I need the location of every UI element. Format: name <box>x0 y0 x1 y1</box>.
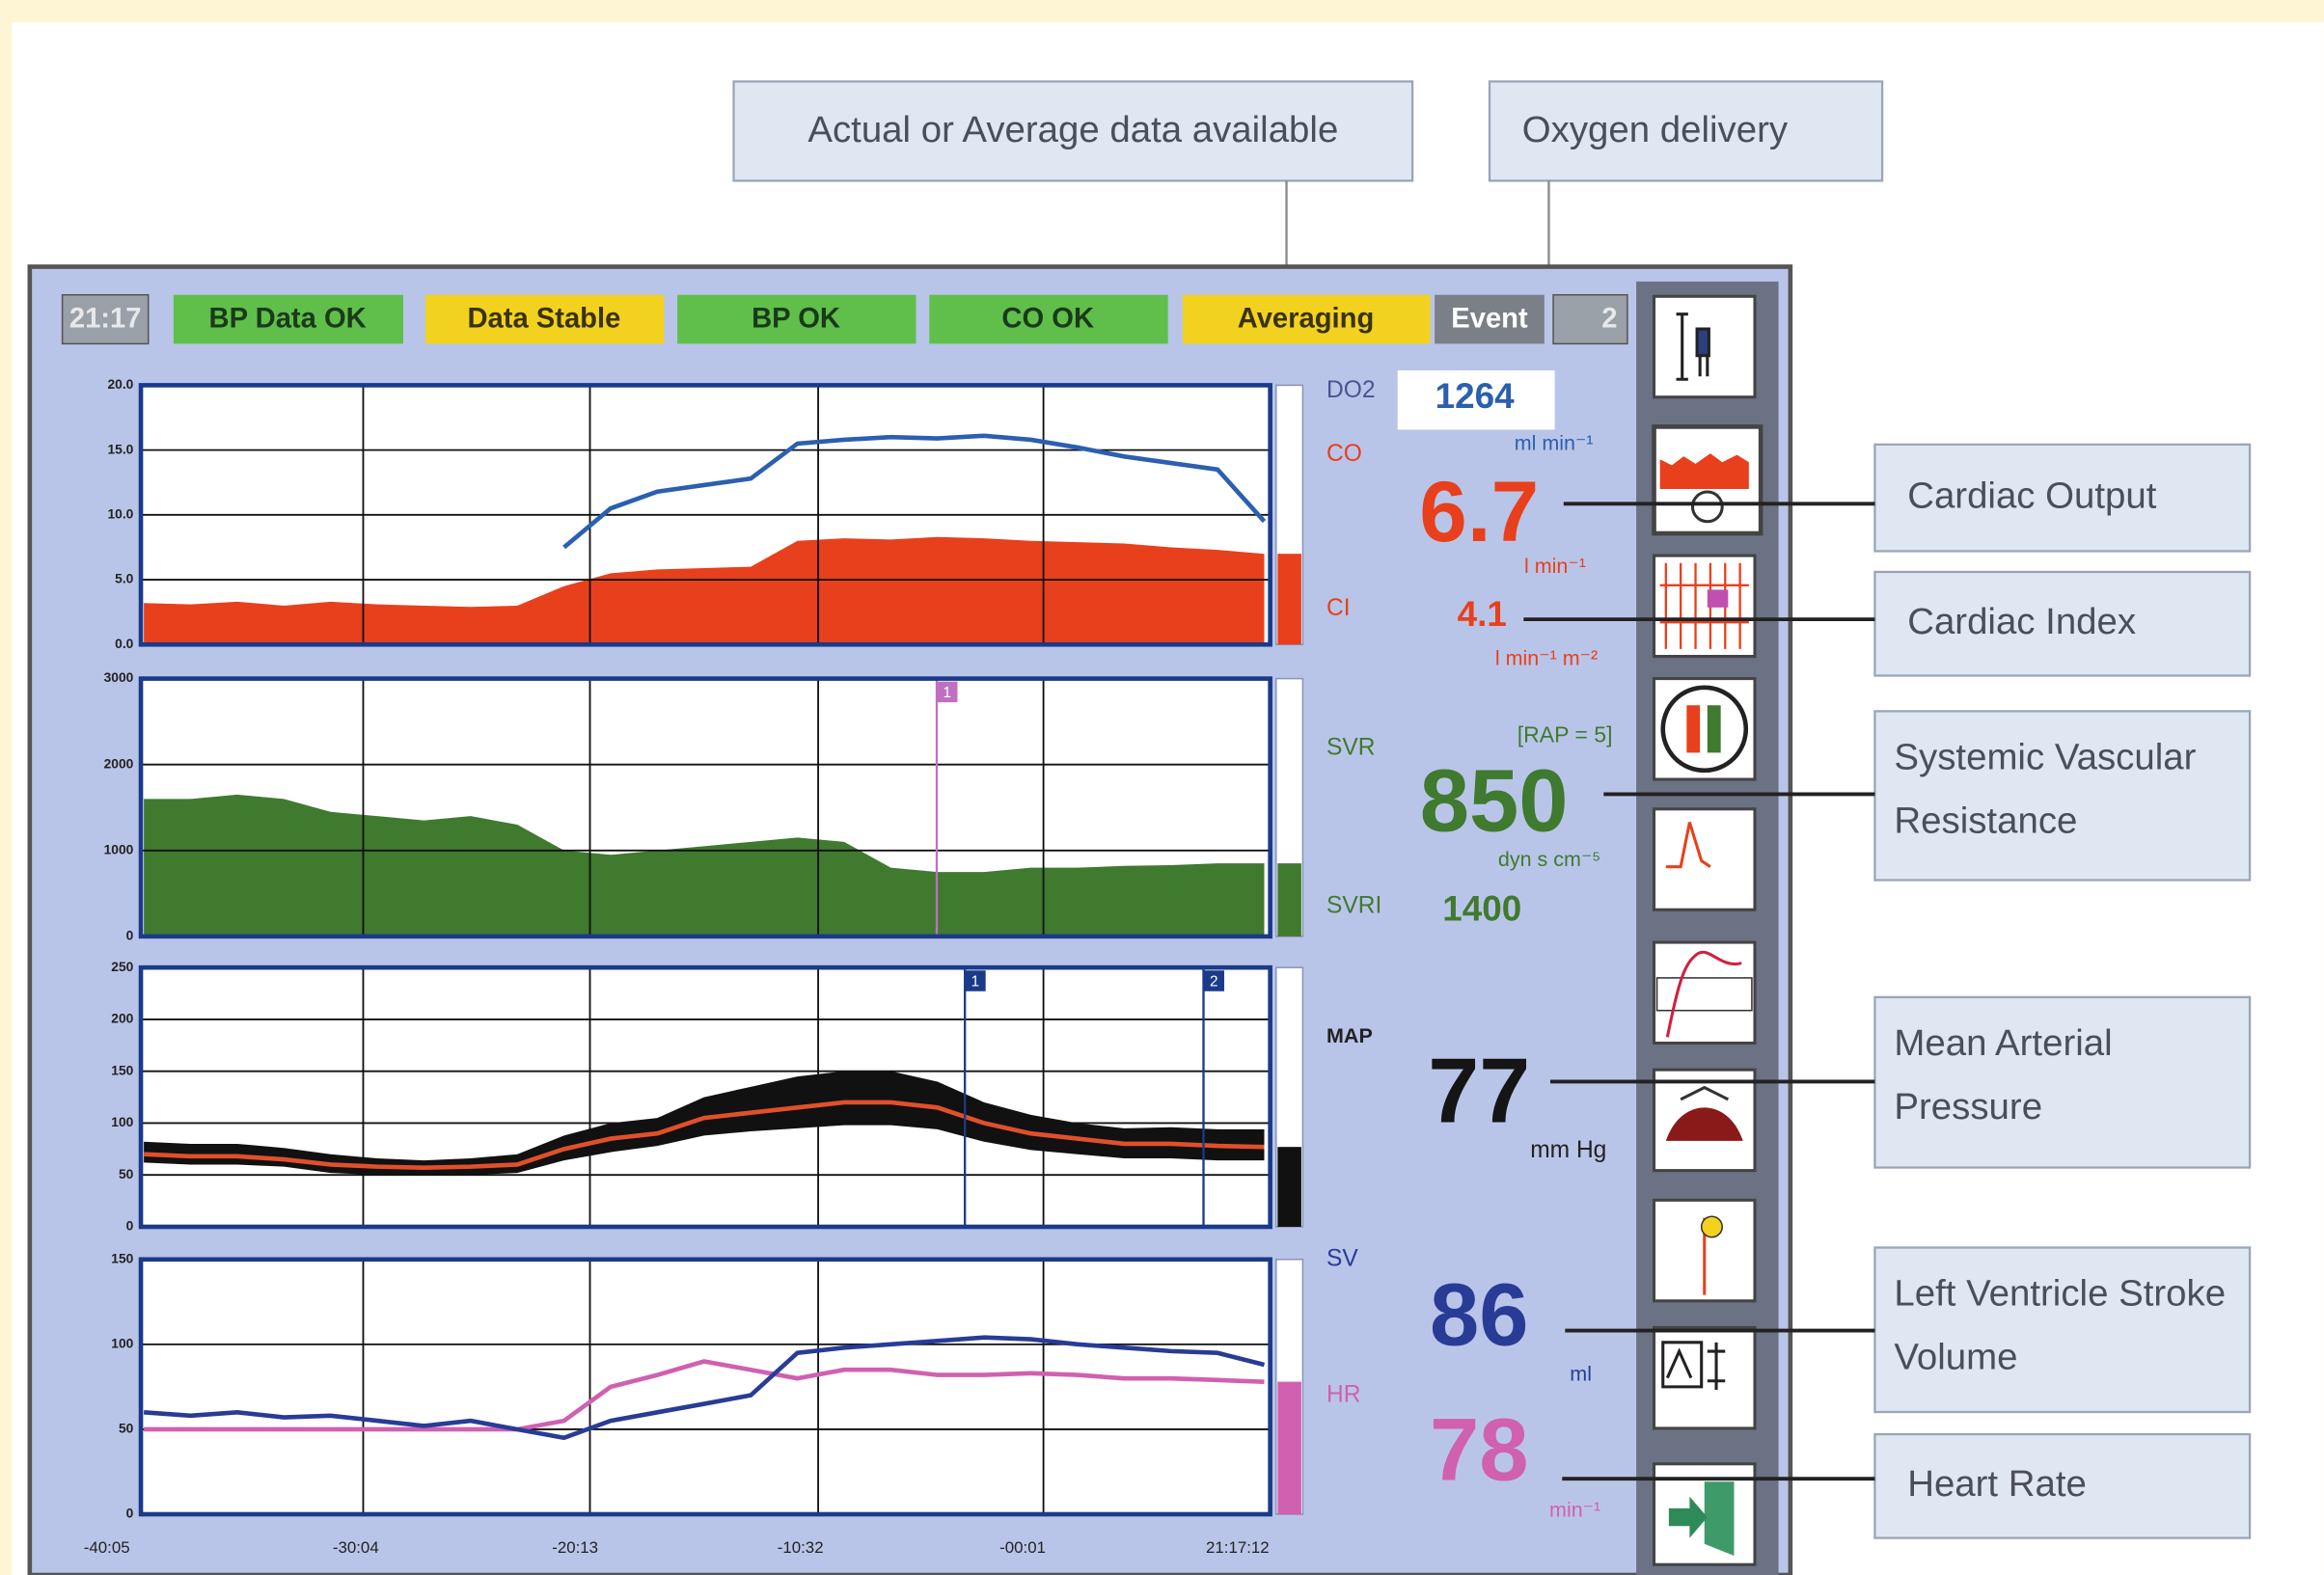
readout-unit: min⁻¹ <box>1549 1499 1600 1522</box>
icon <box>1705 1481 1735 1556</box>
y-tick-label: 200 <box>111 1011 133 1026</box>
y-tick-label: 0 <box>126 1218 134 1234</box>
charts: 0.05.010.015.020.00100020003000105010015… <box>84 376 1303 1557</box>
x-tick-label: -20:13 <box>552 1538 598 1557</box>
x-tick-label: -30:04 <box>333 1538 379 1557</box>
readout-unit: ml <box>1570 1362 1592 1385</box>
icon <box>1708 705 1721 752</box>
readout-value: 850 <box>1420 751 1569 851</box>
readout-value: 86 <box>1430 1265 1529 1365</box>
x-tick-label: -00:01 <box>999 1538 1046 1557</box>
y-tick-label: 5.0 <box>115 571 134 586</box>
y-tick-label: 50 <box>119 1421 134 1436</box>
callout: Cardiac Index <box>1907 601 2136 642</box>
y-tick-label: 50 <box>119 1166 134 1181</box>
readout-value: 1400 <box>1442 889 1521 929</box>
y-tick-label: 100 <box>111 1114 133 1129</box>
readout-label: HR <box>1326 1382 1360 1408</box>
callout-wrap: Left Ventricle Stroke Volume <box>1894 1263 2242 1411</box>
icon <box>1686 705 1700 752</box>
level-bar <box>1277 863 1301 937</box>
x-tick-label: 21:17:12 <box>1206 1538 1270 1557</box>
time: 21:17 <box>69 304 142 335</box>
status[interactable]: Averaging <box>1238 304 1375 335</box>
readout-label: DO2 <box>1326 377 1376 403</box>
event-label: 2 <box>1210 974 1218 991</box>
callout: Actual or Average data available <box>807 109 1338 150</box>
callout: Mean Arterial Pressure <box>1894 1012 2242 1138</box>
level-bar <box>1277 554 1301 644</box>
readout-label: SVRI <box>1326 893 1381 919</box>
x-tick-label: -10:32 <box>778 1538 824 1557</box>
icon <box>1702 1216 1723 1237</box>
button[interactable] <box>1654 809 1755 910</box>
readout-unit: l min⁻¹ <box>1524 555 1586 578</box>
readout-label: CO <box>1326 441 1362 467</box>
readout-value: 77 <box>1428 1040 1530 1142</box>
callout: Left Ventricle Stroke Volume <box>1894 1263 2242 1389</box>
y-tick-label: 10.0 <box>107 505 133 521</box>
readout-value: 78 <box>1430 1399 1529 1499</box>
y-tick-label: 0 <box>126 928 134 943</box>
readout-value: 4.1 <box>1458 594 1507 634</box>
y-tick-label: 100 <box>111 1336 133 1351</box>
y-tick-label: 2000 <box>104 755 134 771</box>
readout-unit: ml min⁻¹ <box>1515 432 1594 455</box>
readout-label: MAP <box>1326 1024 1373 1047</box>
icon <box>1657 978 1752 1011</box>
status-bar: 21:17 BP Data OK Data Stable BP OK CO OK… <box>63 295 1627 344</box>
readout-note: [RAP = 5] <box>1517 722 1613 747</box>
y-tick-label: 250 <box>111 959 133 974</box>
y-tick-label: 15.0 <box>107 441 133 456</box>
button[interactable] <box>1654 679 1755 779</box>
readout-value: 1264 <box>1435 376 1515 416</box>
readout-value: 6.7 <box>1419 463 1539 559</box>
y-tick-label: 150 <box>111 1062 133 1077</box>
status[interactable]: BP OK <box>752 304 840 335</box>
y-tick-label: 150 <box>111 1250 133 1265</box>
y-tick-label: 3000 <box>104 669 134 685</box>
callout-wrap: Systemic Vascular Resistance <box>1894 726 2242 875</box>
event-label: 1 <box>971 974 980 991</box>
readout-unit: dyn s cm⁻⁵ <box>1498 848 1600 871</box>
callout-wrap: Mean Arterial Pressure <box>1894 1012 2242 1160</box>
screen: Actual or Average data available Oxygen … <box>0 0 2324 1575</box>
event-label: 1 <box>943 685 951 701</box>
x-tick-label: -40:05 <box>84 1538 130 1557</box>
status[interactable]: Data Stable <box>467 304 620 335</box>
readout-label: SV <box>1326 1245 1358 1271</box>
y-tick-label: 20.0 <box>107 376 133 392</box>
readout-unit: mm Hg <box>1530 1137 1606 1163</box>
callout: Systemic Vascular Resistance <box>1894 726 2242 853</box>
event-count: 2 <box>1601 304 1617 335</box>
y-tick-label: 0.0 <box>115 636 134 651</box>
icon <box>1708 589 1729 607</box>
level-bar <box>1277 1147 1301 1227</box>
status[interactable]: CO OK <box>1001 304 1094 335</box>
callout: Oxygen delivery <box>1522 109 1789 150</box>
readout-label: SVR <box>1326 734 1376 760</box>
readout-unit: l min⁻¹ m⁻² <box>1495 646 1598 669</box>
callout: Cardiac Output <box>1907 475 2157 516</box>
readout-label: CI <box>1326 595 1351 621</box>
y-tick-label: 0 <box>126 1506 134 1521</box>
event[interactable]: Event <box>1451 304 1528 335</box>
callout: Heart Rate <box>1907 1463 2087 1505</box>
level-bar <box>1277 1382 1301 1514</box>
y-tick-label: 1000 <box>104 841 134 856</box>
status[interactable]: BP Data OK <box>209 304 367 335</box>
plot-area <box>141 1260 1271 1514</box>
